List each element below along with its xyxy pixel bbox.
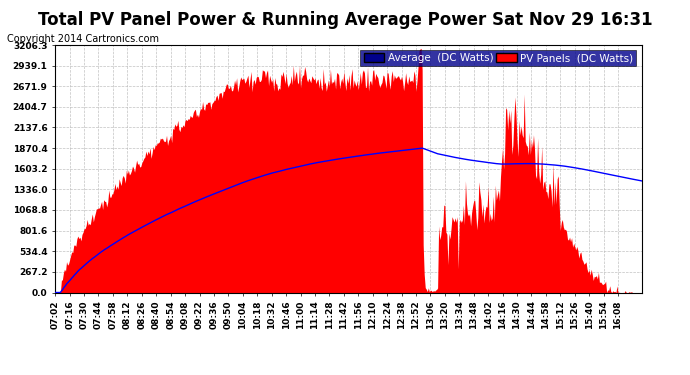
Text: Total PV Panel Power & Running Average Power Sat Nov 29 16:31: Total PV Panel Power & Running Average P… [38, 11, 652, 29]
Legend: Average  (DC Watts), PV Panels  (DC Watts): Average (DC Watts), PV Panels (DC Watts) [360, 50, 636, 66]
Text: Copyright 2014 Cartronics.com: Copyright 2014 Cartronics.com [7, 34, 159, 44]
